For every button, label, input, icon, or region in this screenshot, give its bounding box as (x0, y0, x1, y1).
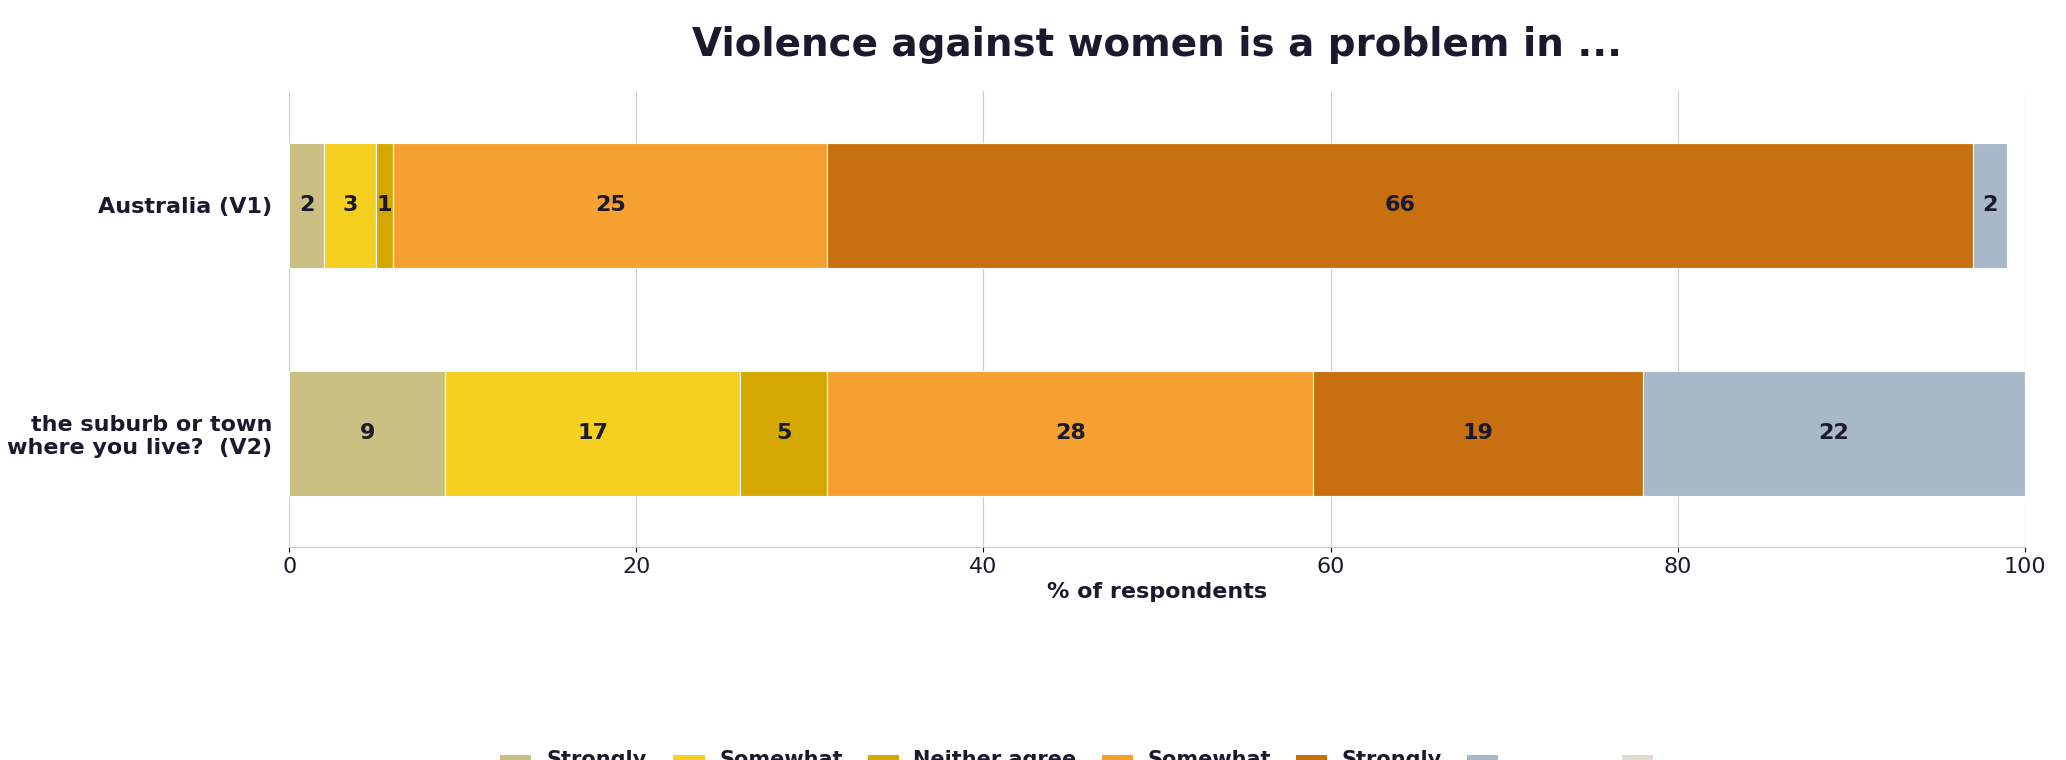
Bar (289, 143, 324, 268)
Text: 19: 19 (1463, 423, 1494, 443)
Bar (826, 143, 1973, 268)
Bar (1642, 371, 2025, 496)
Title: Violence against women is a problem in ...: Violence against women is a problem in .… (692, 27, 1622, 65)
Bar (289, 371, 446, 496)
Text: 1: 1 (376, 195, 393, 215)
Text: 9: 9 (359, 423, 376, 443)
Text: 5: 5 (777, 423, 791, 443)
Text: 2: 2 (1981, 195, 1998, 215)
Bar (376, 143, 393, 268)
Text: 17: 17 (576, 423, 609, 443)
Bar (446, 371, 740, 496)
X-axis label: % of respondents: % of respondents (1047, 582, 1266, 603)
Text: 22: 22 (1818, 423, 1849, 443)
Text: 3: 3 (343, 195, 357, 215)
Bar (324, 143, 376, 268)
Bar (393, 143, 826, 268)
Legend: Strongly
disagree, Somewhat
disagree, Neither agree
or disagree, Somewhat
agree,: Strongly disagree, Somewhat disagree, Ne… (492, 742, 1822, 760)
Bar (1314, 371, 1642, 496)
Text: 2: 2 (300, 195, 314, 215)
Text: 28: 28 (1056, 423, 1085, 443)
Bar (1973, 143, 2008, 268)
Bar (826, 371, 1314, 496)
Text: 66: 66 (1384, 195, 1415, 215)
Text: 25: 25 (595, 195, 626, 215)
Bar (740, 371, 826, 496)
